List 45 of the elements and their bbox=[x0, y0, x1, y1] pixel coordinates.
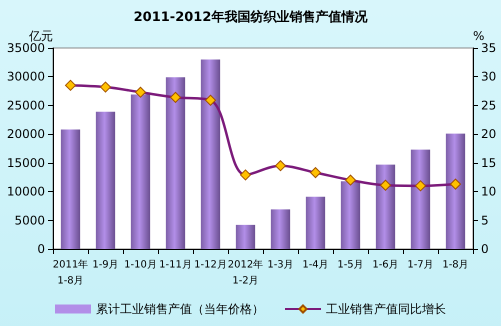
bar bbox=[410, 150, 430, 249]
bar bbox=[166, 77, 186, 249]
bar bbox=[236, 224, 256, 249]
y2-tick-label: 20 bbox=[481, 127, 496, 142]
x-tick-label: 1-9月 bbox=[92, 260, 119, 270]
y2-tick-label: 10 bbox=[481, 184, 496, 199]
y2-tick-label: 15 bbox=[481, 156, 496, 170]
bar bbox=[200, 59, 220, 249]
x-tick-label: 1-6月 bbox=[372, 260, 399, 270]
y-tick-label: 0 bbox=[37, 242, 45, 256]
bar bbox=[60, 130, 80, 249]
y-tick-label: 15000 bbox=[6, 156, 45, 170]
x-tick-label: 2011年 1-8月 bbox=[52, 258, 88, 286]
x-tick-label: 2012年 1-2月 bbox=[228, 258, 264, 286]
legend-label: 累计工业销售产值（当年价格） bbox=[96, 302, 264, 316]
y2-tick-label: 35 bbox=[481, 41, 496, 55]
y-tick-label: 35000 bbox=[6, 41, 45, 55]
x-tick-label: 1-12月 bbox=[194, 260, 227, 270]
x-tick-label: 1-8月 bbox=[442, 260, 469, 270]
bar bbox=[270, 209, 290, 249]
y-tick-label: 10000 bbox=[6, 184, 45, 199]
y-tick-label: 30000 bbox=[6, 70, 45, 84]
x-tick-label: 1-4月 bbox=[302, 260, 329, 270]
y2-axis-title: % bbox=[473, 29, 484, 43]
y2-tick-label: 0 bbox=[481, 242, 489, 256]
y-axis-title: 亿元 bbox=[28, 29, 53, 43]
bar bbox=[340, 181, 360, 249]
bar bbox=[446, 134, 466, 249]
y-tick-label: 5000 bbox=[14, 213, 45, 228]
legend-label: 工业销售产值同比增长 bbox=[326, 302, 446, 316]
y2-tick-label: 25 bbox=[481, 98, 496, 112]
bar bbox=[306, 196, 326, 249]
y2-tick-label: 30 bbox=[481, 70, 496, 84]
y2-tick-label: 5 bbox=[481, 213, 489, 228]
bar bbox=[130, 94, 150, 249]
x-tick-label: 1-5月 bbox=[337, 260, 364, 270]
bar bbox=[376, 164, 396, 249]
x-tick-label: 1-7月 bbox=[407, 260, 434, 270]
x-tick-label: 1-11月 bbox=[159, 260, 192, 270]
y-tick-label: 25000 bbox=[6, 98, 45, 112]
x-tick-label: 1-3月 bbox=[267, 260, 294, 270]
y-tick-label: 20000 bbox=[6, 127, 45, 142]
bar bbox=[96, 112, 116, 249]
x-tick-label: 1-10月 bbox=[124, 260, 157, 270]
chart-title: 2011-2012年我国纺织业销售产值情况 bbox=[134, 9, 368, 25]
